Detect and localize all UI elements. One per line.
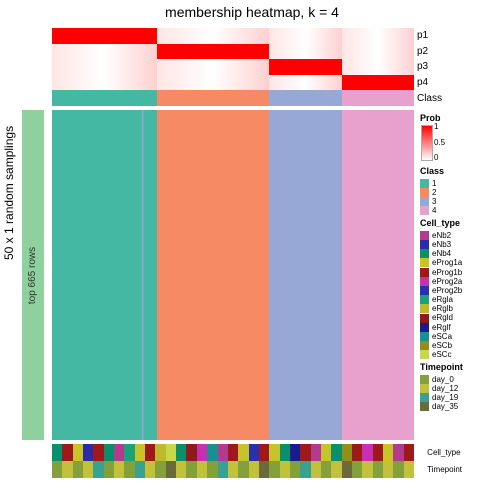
legend-item: day_35 [420, 402, 502, 411]
chart-title: membership heatmap, k = 4 [0, 4, 504, 20]
top-annotation [52, 28, 414, 106]
heatmap-body [52, 110, 414, 440]
top-anno-label: p3 [417, 61, 442, 72]
legend-item: eNb4 [420, 249, 502, 258]
legend-panel: Prob10.50Class1234Cell_typeeNb2eNb3eNb4e… [420, 110, 502, 412]
legend-item: eProg1a [420, 258, 502, 267]
legend-item: 1 [420, 179, 502, 188]
legend-class-title: Class [420, 166, 502, 176]
top-anno-labels: p1 p2 p3 p4 Class [417, 28, 442, 106]
top-anno-label: Class [417, 93, 442, 104]
y-axis-label: 50 x 1 random samplings [2, 126, 16, 260]
legend-item: day_0 [420, 375, 502, 384]
legend-item: eNb2 [420, 231, 502, 240]
legend-item: eSCb [420, 341, 502, 350]
legend-celltype-title: Cell_type [420, 218, 502, 228]
legend-item: eRglb [420, 304, 502, 313]
legend-item: eProg2b [420, 286, 502, 295]
legend-item: eProg2a [420, 277, 502, 286]
legend-item: eRgla [420, 295, 502, 304]
top-anno-label: p1 [417, 30, 442, 41]
legend-item: day_19 [420, 393, 502, 402]
legend-item: 2 [420, 188, 502, 197]
legend-item: eRglf [420, 323, 502, 332]
top-anno-label: p4 [417, 77, 442, 88]
legend-item: 4 [420, 206, 502, 215]
legend-item: day_12 [420, 384, 502, 393]
bottom-anno-labels: Cell_typeTimepoint [427, 444, 462, 478]
legend-item: eNb3 [420, 240, 502, 249]
bottom-annotation [52, 444, 414, 478]
top-anno-label: p2 [417, 46, 442, 57]
legend-timepoint-title: Timepoint [420, 362, 502, 372]
legend-item: eProg1b [420, 268, 502, 277]
legend-item: eSCc [420, 350, 502, 359]
legend-item: eRgld [420, 313, 502, 322]
row-anno-label: top 665 rows [28, 246, 39, 303]
legend-prob-title: Prob [420, 113, 502, 123]
legend-item: 3 [420, 197, 502, 206]
legend-item: eSCa [420, 332, 502, 341]
row-anno-bar: top 665 rows [22, 110, 44, 440]
